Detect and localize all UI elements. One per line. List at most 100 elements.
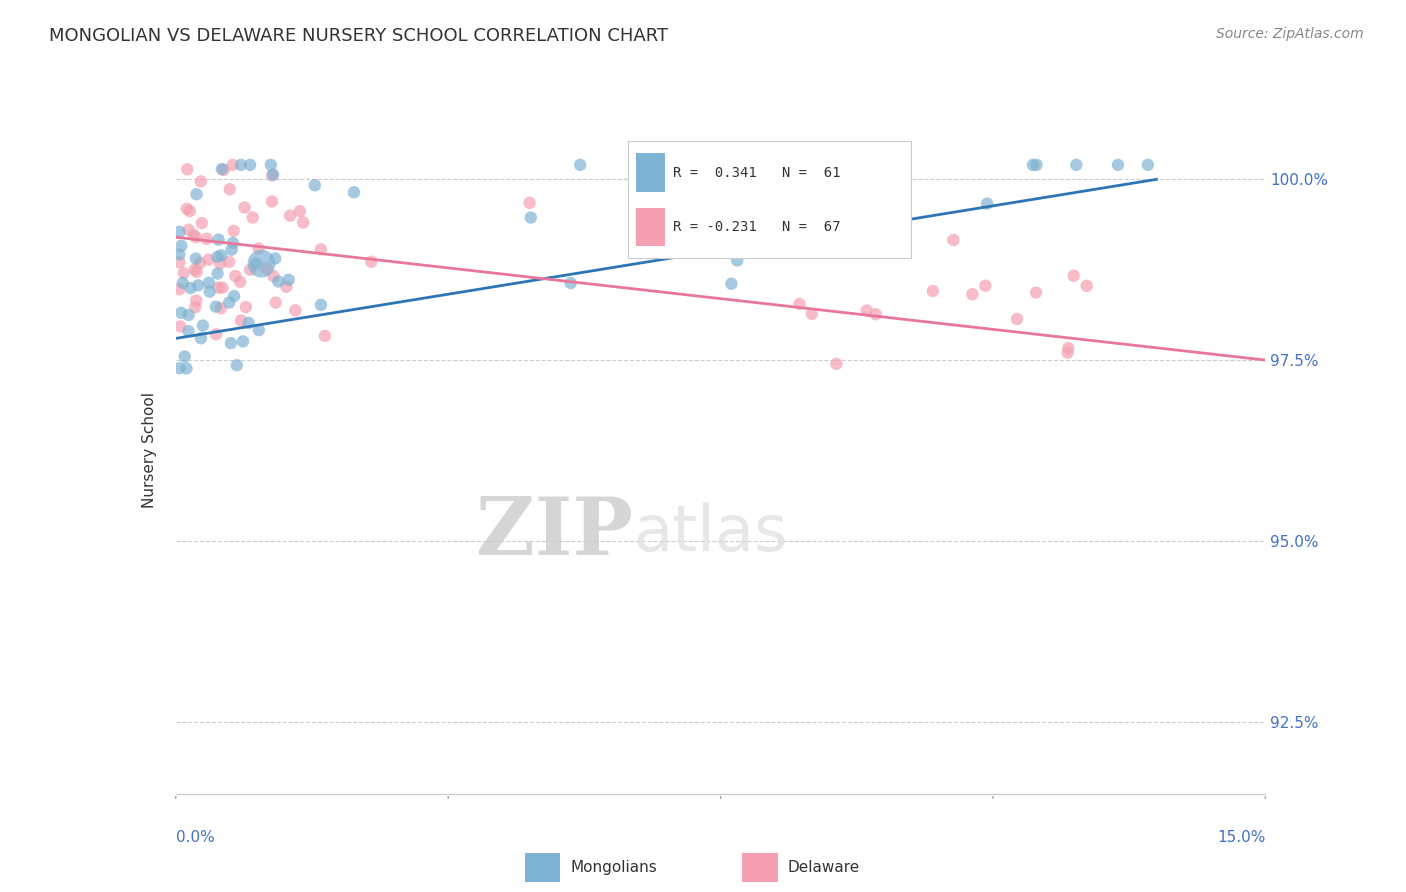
Point	[267, 275, 290, 289]
Point	[260, 194, 283, 209]
Point	[519, 195, 541, 210]
Point	[868, 197, 890, 211]
Point	[205, 327, 228, 342]
Point	[262, 169, 284, 183]
Point	[218, 295, 240, 310]
Point	[224, 289, 246, 303]
Point	[229, 313, 252, 327]
Point	[169, 361, 191, 376]
Bar	[524, 854, 560, 881]
Point	[560, 276, 582, 290]
Point	[309, 242, 332, 256]
Point	[825, 357, 848, 371]
Point	[219, 336, 242, 351]
Point	[233, 201, 256, 215]
Point	[186, 293, 208, 308]
Point	[218, 254, 240, 268]
Point	[207, 250, 229, 264]
Point	[1025, 285, 1047, 300]
Point	[177, 223, 200, 237]
Point	[720, 277, 742, 291]
Point	[922, 284, 945, 298]
Point	[360, 254, 382, 268]
Point	[962, 287, 984, 301]
Point	[190, 331, 212, 345]
Point	[262, 168, 284, 182]
Point	[288, 204, 311, 219]
Point	[768, 238, 790, 252]
Text: 15.0%: 15.0%	[1218, 830, 1265, 845]
Point	[284, 303, 307, 318]
Point	[212, 162, 235, 177]
Point	[262, 268, 284, 283]
Point	[1025, 158, 1047, 172]
Point	[238, 316, 260, 330]
Point	[205, 300, 228, 314]
Point	[209, 301, 232, 316]
Point	[222, 158, 245, 172]
Point	[242, 211, 264, 225]
Point	[679, 215, 702, 229]
Point	[184, 252, 207, 266]
Point	[177, 324, 200, 338]
Point	[211, 280, 233, 294]
Point	[170, 239, 193, 253]
Point	[225, 358, 247, 372]
Point	[260, 158, 283, 172]
Point	[309, 298, 332, 312]
Point	[176, 361, 198, 376]
Point	[169, 247, 191, 261]
Text: MONGOLIAN VS DELAWARE NURSERY SCHOOL CORRELATION CHART: MONGOLIAN VS DELAWARE NURSERY SCHOOL COR…	[49, 27, 668, 45]
Text: 0.0%: 0.0%	[176, 830, 215, 845]
Point	[569, 158, 592, 172]
Point	[195, 232, 218, 246]
Y-axis label: Nursery School: Nursery School	[142, 392, 157, 508]
Point	[184, 230, 207, 244]
Point	[184, 300, 207, 314]
Point	[211, 162, 233, 177]
Point	[222, 235, 245, 250]
Text: Mongolians: Mongolians	[571, 860, 657, 875]
Point	[169, 225, 191, 239]
Point	[221, 243, 243, 257]
Text: ZIP: ZIP	[477, 494, 633, 572]
Point	[209, 256, 232, 270]
Point	[942, 233, 965, 247]
Point	[235, 300, 257, 314]
Point	[1063, 268, 1085, 283]
Point	[218, 182, 240, 196]
Point	[628, 173, 651, 187]
Point	[232, 334, 254, 349]
Point	[224, 268, 246, 283]
Point	[169, 255, 191, 269]
Point	[343, 186, 366, 200]
Point	[1022, 158, 1045, 172]
Point	[207, 233, 229, 247]
Point	[176, 162, 198, 177]
Point	[976, 196, 998, 211]
Point	[250, 257, 273, 271]
Point	[789, 297, 811, 311]
Point	[229, 275, 252, 289]
Point	[239, 262, 262, 277]
Point	[169, 319, 191, 334]
Point	[1057, 341, 1080, 355]
Text: atlas: atlas	[633, 502, 787, 564]
Point	[264, 252, 287, 266]
Point	[256, 261, 278, 276]
Point	[229, 158, 252, 172]
Point	[247, 323, 270, 337]
Point	[169, 282, 191, 296]
Point	[209, 248, 232, 262]
Point	[770, 203, 793, 218]
Point	[278, 209, 301, 223]
Point	[183, 227, 205, 242]
Point	[277, 273, 299, 287]
Point	[304, 178, 326, 193]
Point	[173, 266, 195, 280]
Point	[172, 276, 194, 290]
Point	[186, 187, 208, 202]
Text: Source: ZipAtlas.com: Source: ZipAtlas.com	[1216, 27, 1364, 41]
Point	[179, 204, 201, 219]
Bar	[742, 854, 778, 881]
